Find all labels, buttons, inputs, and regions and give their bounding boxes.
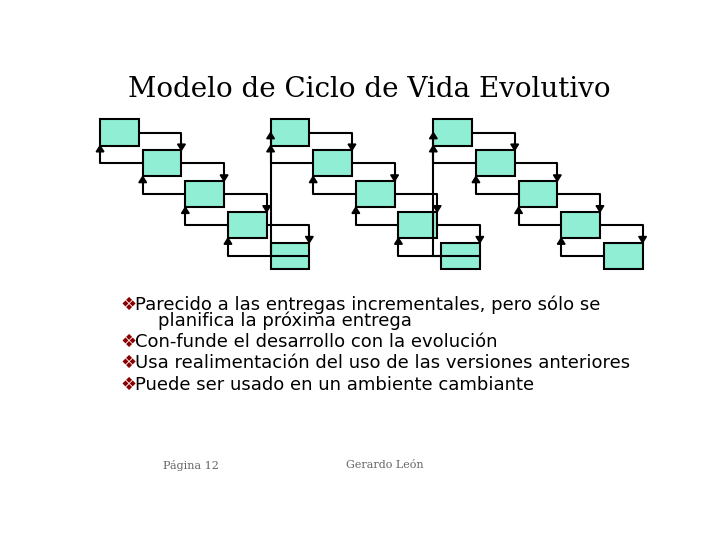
Text: Puede ser usado en un ambiente cambiante: Puede ser usado en un ambiente cambiante — [135, 376, 534, 394]
Polygon shape — [224, 238, 232, 244]
Bar — [271, 119, 310, 146]
Bar — [185, 181, 224, 207]
Text: Con-funde el desarrollo con la evolución: Con-funde el desarrollo con la evolución — [135, 333, 498, 351]
Polygon shape — [352, 207, 360, 213]
Polygon shape — [348, 144, 356, 150]
Polygon shape — [510, 144, 518, 150]
Bar — [356, 181, 395, 207]
Polygon shape — [181, 207, 189, 213]
Polygon shape — [305, 237, 313, 242]
Bar — [433, 119, 472, 146]
Polygon shape — [596, 206, 604, 212]
Bar — [313, 150, 352, 177]
Polygon shape — [472, 177, 480, 183]
Polygon shape — [391, 175, 398, 181]
Text: planifica la próxima entrega: planifica la próxima entrega — [135, 311, 412, 330]
Bar — [100, 119, 139, 146]
Polygon shape — [429, 146, 437, 152]
Polygon shape — [178, 144, 185, 150]
Polygon shape — [266, 132, 274, 139]
Bar — [476, 150, 515, 177]
Bar — [441, 242, 480, 269]
Polygon shape — [429, 132, 437, 139]
Text: Gerardo León: Gerardo León — [346, 460, 423, 470]
Polygon shape — [266, 146, 274, 152]
Polygon shape — [433, 206, 441, 212]
Polygon shape — [476, 237, 484, 242]
Text: ❖: ❖ — [121, 296, 137, 314]
Bar — [143, 150, 181, 177]
Bar — [228, 212, 266, 238]
Text: Página 12: Página 12 — [163, 460, 219, 471]
Bar — [518, 181, 557, 207]
Text: ❖: ❖ — [121, 376, 137, 394]
Polygon shape — [139, 177, 147, 183]
Polygon shape — [557, 238, 565, 244]
Text: Parecido a las entregas incrementales, pero sólo se: Parecido a las entregas incrementales, p… — [135, 296, 600, 314]
Text: Modelo de Ciclo de Vida Evolutivo: Modelo de Ciclo de Vida Evolutivo — [127, 76, 611, 103]
Polygon shape — [515, 207, 523, 213]
Polygon shape — [263, 206, 271, 212]
Bar — [561, 212, 600, 238]
Polygon shape — [395, 238, 402, 244]
Polygon shape — [554, 175, 561, 181]
Text: ❖: ❖ — [121, 333, 137, 351]
Polygon shape — [639, 237, 647, 242]
Text: ❖: ❖ — [121, 354, 137, 372]
Polygon shape — [220, 175, 228, 181]
Polygon shape — [96, 146, 104, 152]
Polygon shape — [310, 177, 317, 183]
Text: Usa realimentación del uso de las versiones anteriores: Usa realimentación del uso de las versio… — [135, 354, 630, 372]
Bar — [271, 242, 310, 269]
Bar — [398, 212, 437, 238]
Bar — [604, 242, 642, 269]
